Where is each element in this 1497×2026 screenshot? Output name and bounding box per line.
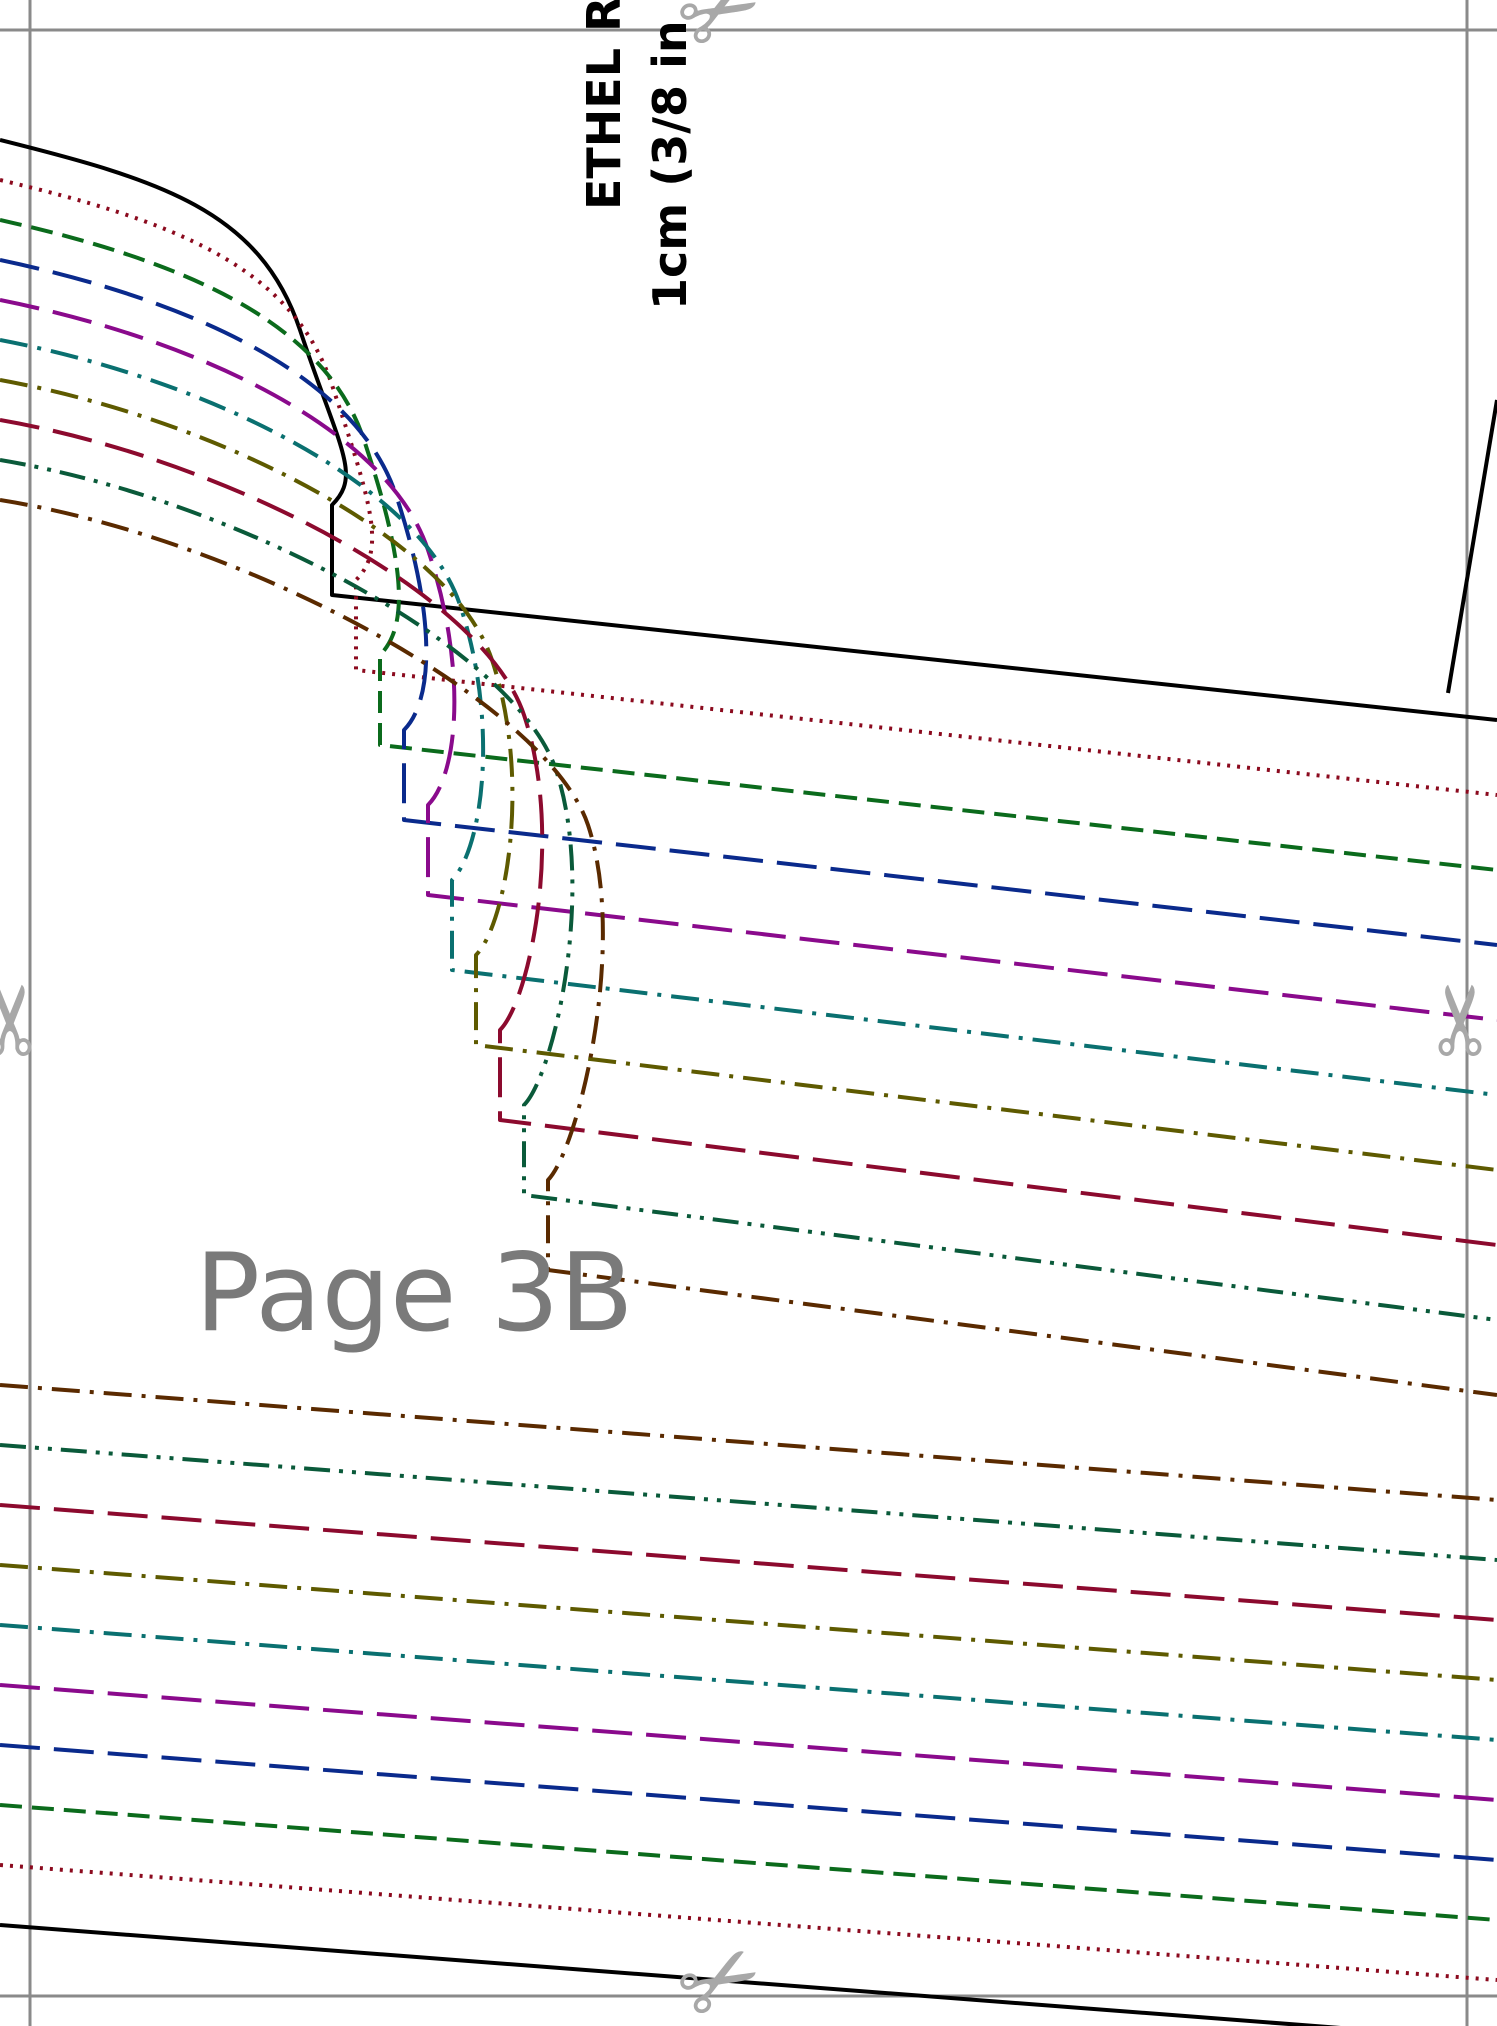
scissors-icon: ✂ bbox=[658, 1913, 784, 2026]
hem-size-line bbox=[0, 1743, 1497, 1862]
piece-title: ETHEL RU 1cm (3/8 in bbox=[577, 0, 697, 310]
armhole-size-line bbox=[0, 338, 1497, 1097]
armhole-size-line bbox=[0, 178, 1497, 797]
armhole-size-line bbox=[0, 498, 1497, 1397]
hem-lines-group bbox=[0, 1383, 1497, 2026]
armhole-lines-group bbox=[0, 138, 1497, 1397]
hem-size-line bbox=[0, 1503, 1497, 1622]
armhole-size-line bbox=[0, 378, 1497, 1172]
hem-size-line bbox=[0, 1623, 1497, 1742]
armhole-size-line bbox=[0, 218, 1497, 872]
scissors-icon: ✂ bbox=[1406, 980, 1497, 1060]
scissors-icon: ✂ bbox=[0, 980, 68, 1060]
hem-size-line bbox=[0, 1563, 1497, 1682]
hem-size-line bbox=[0, 1863, 1497, 1982]
armhole-size-line bbox=[0, 138, 1497, 722]
hem-size-line bbox=[0, 1683, 1497, 1802]
armhole-size-line bbox=[0, 258, 1497, 947]
page-label: Page 3B bbox=[195, 1231, 634, 1356]
piece-title-line1: ETHEL RU bbox=[577, 0, 631, 210]
armhole-size-line bbox=[0, 418, 1497, 1247]
armhole-size-line bbox=[0, 298, 1497, 1022]
hem-size-line bbox=[0, 1803, 1497, 1922]
hem-size-line bbox=[0, 1443, 1497, 1562]
piece-title-line2: 1cm (3/8 in bbox=[643, 20, 697, 310]
armhole-size-line bbox=[0, 458, 1497, 1322]
outer-cut-edge bbox=[1446, 399, 1497, 694]
hem-size-line bbox=[0, 1383, 1497, 1502]
hem-size-line bbox=[0, 1923, 1341, 2026]
